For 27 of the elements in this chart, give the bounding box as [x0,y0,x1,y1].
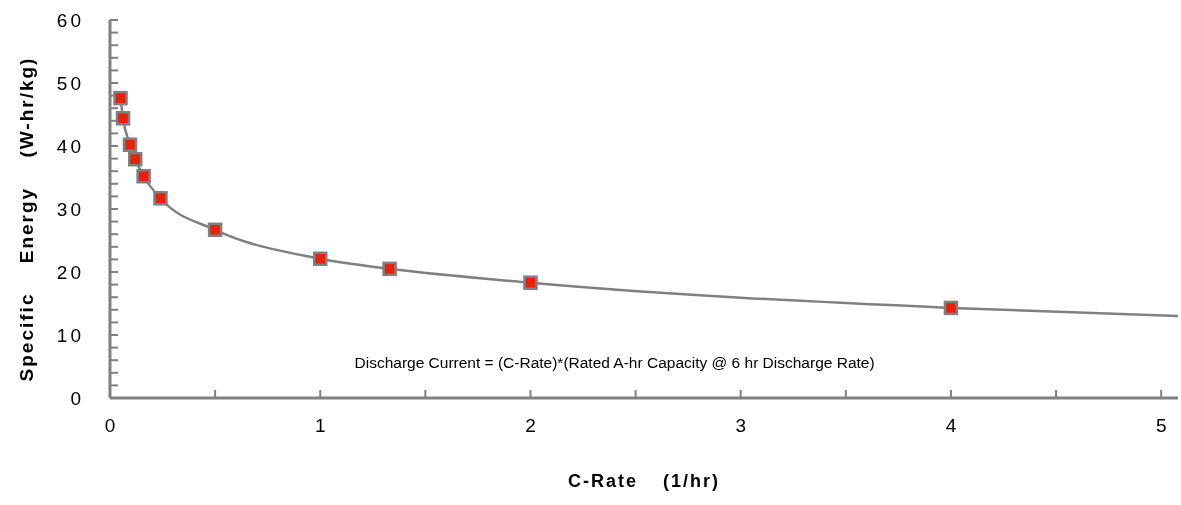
y-tick-label: 60 [56,9,84,31]
x-tick-label: 4 [945,415,957,436]
annotation: Discharge Current = (C-Rate)*(Rated A-hr Capacity @ 6 hr Discharge Rate) [354,354,875,372]
y-tick-label: 50 [56,72,84,94]
point [122,137,138,152]
x-tick-label: 0 [104,415,116,436]
y-tick-label: 20 [56,261,84,283]
x-tick-label: 2 [525,415,536,436]
point [207,222,223,238]
x-tick-label: 1 [314,415,326,436]
y-tick-label: 0 [70,387,84,409]
point [115,111,131,126]
point [523,275,538,290]
point [113,90,128,106]
y-tick-label: 30 [56,198,84,220]
point [943,300,959,316]
y-tick-label: 40 [56,135,84,157]
y-tick-label: 10 [56,324,84,346]
x-tick-label: 5 [1155,415,1167,436]
y-axis-title: Specific Energy (W-hr/kg) [16,56,37,382]
point [153,191,168,206]
x-axis-title: C-Rate (1/hr) [567,471,721,491]
x-tick-label: 3 [735,415,746,436]
point [312,251,328,267]
point [136,168,151,184]
point [127,151,143,167]
point [382,261,397,277]
